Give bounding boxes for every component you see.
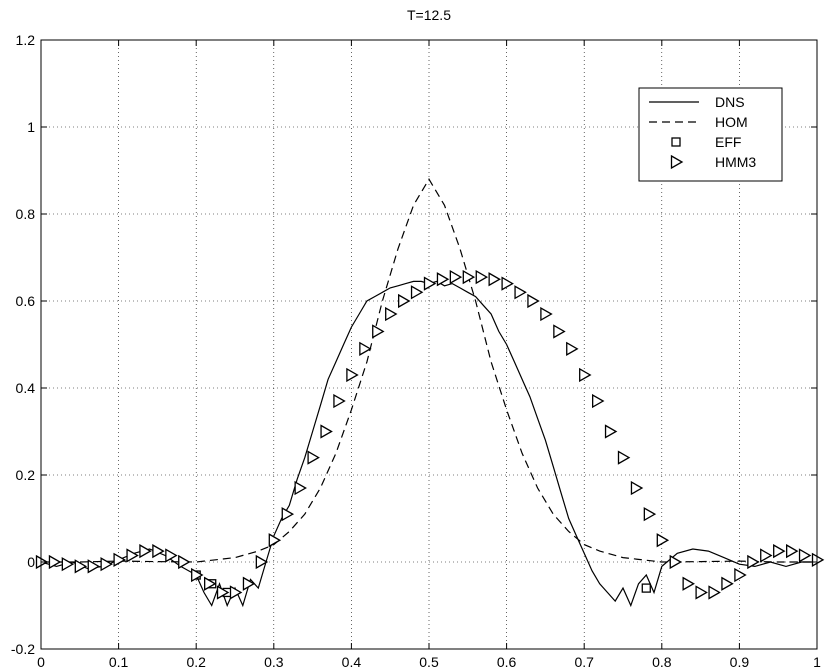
- data-point-hmm3: [229, 585, 243, 600]
- data-point-hmm3: [74, 559, 88, 574]
- data-point-hmm3: [268, 533, 282, 548]
- x-tick-label: 0.6: [497, 654, 517, 670]
- data-point-hmm3: [372, 324, 385, 339]
- data-point-hmm3: [152, 544, 165, 559]
- data-point-hmm3: [410, 285, 424, 300]
- x-tick-label: 0: [37, 654, 45, 670]
- y-tick-label: 0.8: [16, 206, 36, 222]
- x-tick-label: 0.8: [652, 654, 672, 670]
- data-point-hmm3: [126, 548, 139, 563]
- data-point-hmm3: [359, 341, 372, 356]
- data-point-hmm3: [294, 480, 307, 496]
- data-point-hmm3: [204, 576, 217, 591]
- data-point-hmm3: [527, 293, 540, 309]
- series-layer: [35, 178, 825, 608]
- data-point-hmm3: [436, 272, 450, 287]
- data-point-hmm3: [798, 548, 812, 563]
- x-tick-label: 0.3: [264, 654, 284, 670]
- data-point-hmm3: [281, 507, 295, 522]
- ticks: 0 0.1 0.2 0.3 0.4 0.5 0.6 0.7 0.8 0.9 1-0.200.20.4…: [11, 32, 821, 670]
- data-point-hmm3: [669, 554, 683, 570]
- data-point-hmm3: [630, 480, 644, 496]
- data-point-hmm3: [242, 576, 256, 591]
- series-line-hom: [41, 178, 817, 563]
- x-tick-label: 0.2: [186, 654, 206, 670]
- y-tick-label: 0.2: [16, 467, 36, 483]
- legend-box: [638, 87, 783, 182]
- data-point-hmm3: [113, 552, 126, 567]
- data-point-hmm3: [811, 552, 825, 567]
- x-tick-label: 0.4: [342, 654, 362, 670]
- data-point-hmm3: [165, 548, 178, 563]
- data-point-hmm3: [643, 507, 657, 522]
- legend-swatch-eff: [671, 137, 681, 147]
- data-point-hmm3: [61, 557, 75, 572]
- data-point-hmm3: [566, 341, 579, 356]
- data-point-hmm3: [255, 554, 269, 570]
- chart-title: T=12.5: [407, 7, 451, 23]
- data-point-hmm3: [139, 544, 152, 559]
- data-point-hmm3: [786, 544, 799, 559]
- data-point-hmm3: [501, 276, 514, 291]
- data-point-hmm3: [191, 567, 204, 583]
- x-tick-label: 0.7: [574, 654, 594, 670]
- y-tick-label: 1.2: [16, 32, 36, 48]
- data-point-hmm3: [553, 324, 566, 339]
- data-point-hmm3: [579, 367, 592, 383]
- data-point-hmm3: [695, 585, 708, 600]
- y-tick-label: 0: [27, 554, 35, 570]
- data-point-hmm3: [760, 548, 773, 563]
- data-point-hmm3: [682, 576, 695, 591]
- data-point-hmm3: [604, 424, 618, 439]
- data-point-hmm3: [708, 585, 721, 600]
- data-point-hmm3: [87, 559, 101, 574]
- data-point-hmm3: [398, 293, 411, 309]
- data-point-hmm3: [320, 424, 333, 439]
- legend-label-dns: DNS: [715, 94, 745, 110]
- data-point-hmm3: [592, 393, 605, 409]
- data-point-hmm3: [540, 306, 553, 322]
- data-point-hmm3: [488, 272, 501, 287]
- data-point-hmm3: [747, 554, 760, 570]
- data-point-hmm3: [721, 576, 734, 591]
- data-point-hmm3: [346, 367, 359, 383]
- data-point-hmm3: [48, 554, 62, 570]
- data-point-hmm3: [617, 450, 631, 465]
- data-point-hmm3: [423, 276, 437, 291]
- data-point-hmm3: [178, 554, 191, 570]
- grid: [41, 40, 817, 649]
- data-point-hmm3: [773, 544, 786, 559]
- data-point-hmm3: [656, 533, 670, 548]
- x-tick-label: 1: [813, 654, 821, 670]
- y-tick-label: 0.6: [16, 293, 36, 309]
- data-point-eff: [641, 583, 651, 593]
- x-tick-label: 0.5: [419, 654, 439, 670]
- legend-label-eff: EFF: [715, 134, 741, 150]
- data-point-hmm3: [307, 450, 320, 465]
- data-point-hmm3: [514, 285, 527, 300]
- legend-swatch-hmm3: [670, 154, 684, 170]
- legend-label-hom: HOM: [715, 114, 748, 130]
- legend-label-hmm3: HMM3: [715, 154, 756, 170]
- data-point-hmm3: [385, 306, 398, 322]
- data-point-hmm3: [216, 585, 230, 600]
- data-point-hmm3: [449, 269, 463, 285]
- y-tick-label: 1: [27, 119, 35, 135]
- y-tick-label: -0.2: [11, 641, 35, 657]
- data-point-hmm3: [475, 269, 489, 285]
- data-point-hmm3: [734, 567, 747, 583]
- data-point-hmm3: [462, 269, 476, 285]
- x-tick-label: 0.1: [109, 654, 129, 670]
- data-point-hmm3: [333, 393, 346, 409]
- x-tick-label: 0.9: [730, 654, 750, 670]
- y-tick-label: 0.4: [16, 380, 36, 396]
- data-point-hmm3: [100, 557, 113, 572]
- legend: DNS HOM EFF HMM3: [638, 87, 783, 182]
